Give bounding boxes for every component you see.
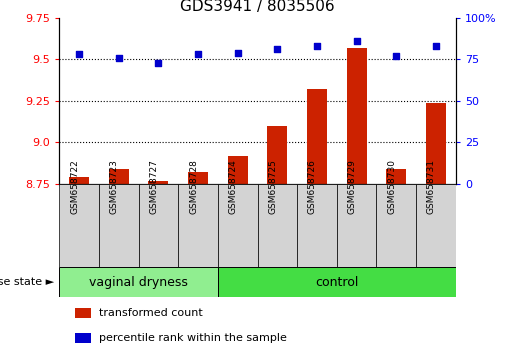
Text: GSM658723: GSM658723 <box>110 159 118 214</box>
Text: GSM658728: GSM658728 <box>189 159 198 214</box>
Bar <box>75 308 91 318</box>
Text: control: control <box>315 276 358 289</box>
Text: percentile rank within the sample: percentile rank within the sample <box>99 333 287 343</box>
Bar <box>99 184 139 267</box>
Bar <box>376 184 416 267</box>
Bar <box>59 267 218 297</box>
Text: GSM658731: GSM658731 <box>427 159 436 214</box>
Bar <box>307 89 327 184</box>
Point <box>273 46 281 52</box>
Title: GDS3941 / 8035506: GDS3941 / 8035506 <box>180 0 335 14</box>
Bar <box>337 184 376 267</box>
Point <box>352 38 360 44</box>
Text: GSM658724: GSM658724 <box>229 159 238 214</box>
Text: GSM658725: GSM658725 <box>268 159 277 214</box>
Bar <box>178 184 218 267</box>
Bar <box>416 184 456 267</box>
Text: GSM658722: GSM658722 <box>70 159 79 214</box>
Bar <box>59 184 99 267</box>
Text: transformed count: transformed count <box>99 308 202 318</box>
Bar <box>297 184 337 267</box>
Text: GSM658726: GSM658726 <box>308 159 317 214</box>
Bar <box>218 267 456 297</box>
Bar <box>148 181 168 184</box>
Point <box>313 43 321 49</box>
Bar <box>109 169 129 184</box>
Bar <box>426 103 446 184</box>
Point <box>114 55 123 61</box>
Bar <box>347 48 367 184</box>
Text: GSM658727: GSM658727 <box>149 159 159 214</box>
Point <box>233 50 242 56</box>
Point <box>392 53 401 59</box>
Point <box>75 51 83 57</box>
Bar <box>218 184 258 267</box>
Bar <box>258 184 297 267</box>
Bar <box>75 333 91 343</box>
Text: GSM658730: GSM658730 <box>387 159 397 214</box>
Bar <box>139 184 178 267</box>
Bar <box>188 172 208 184</box>
Point <box>194 51 202 57</box>
Bar <box>228 156 248 184</box>
Point <box>432 43 440 49</box>
Bar <box>267 126 287 184</box>
Point <box>154 60 162 65</box>
Bar <box>69 177 89 184</box>
Text: GSM658729: GSM658729 <box>348 159 356 214</box>
Text: vaginal dryness: vaginal dryness <box>89 276 188 289</box>
Bar <box>386 169 406 184</box>
Text: disease state ►: disease state ► <box>0 277 54 287</box>
